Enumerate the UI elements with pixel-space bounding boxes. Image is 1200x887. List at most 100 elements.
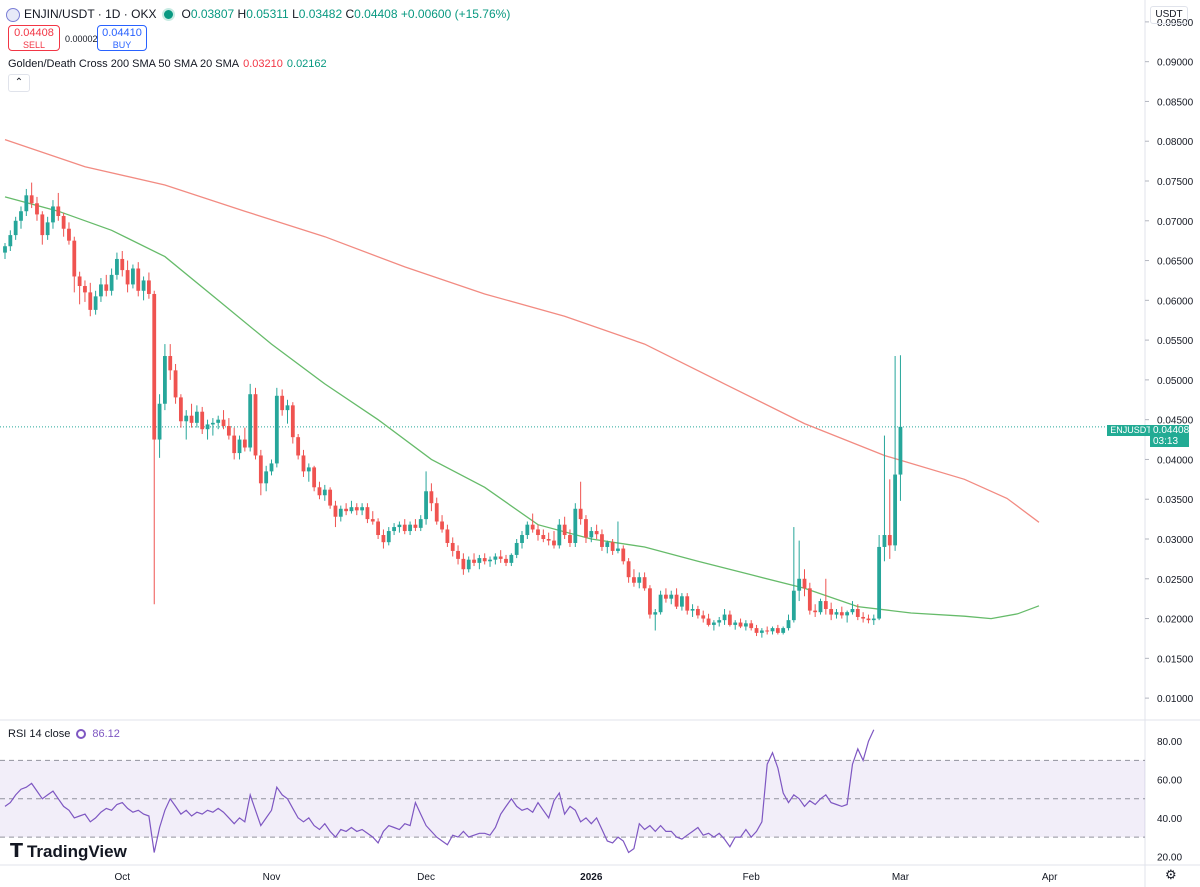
open-label: O [181, 7, 191, 21]
collapse-legend-button[interactable]: ⌃ [8, 74, 30, 92]
candle-body [861, 616, 866, 619]
candle [221, 410, 226, 430]
candle-body [536, 529, 540, 536]
candle-body [210, 422, 215, 425]
gear-icon[interactable]: ⚙ [1165, 867, 1177, 882]
candle-body [727, 614, 732, 625]
candle [882, 435, 887, 562]
candle [504, 554, 508, 567]
candle-body [584, 519, 588, 538]
close-label: C [345, 7, 355, 21]
candle [818, 598, 823, 615]
candle-body [802, 578, 807, 589]
candle [845, 610, 850, 623]
candle-body [397, 524, 402, 528]
candle [797, 540, 802, 602]
buy-button[interactable]: 0.04410 BUY [97, 25, 147, 51]
candle [568, 529, 572, 547]
candle-body [845, 612, 850, 616]
candle [408, 521, 412, 536]
candle-body [221, 419, 226, 427]
candle [759, 628, 764, 638]
candle [210, 418, 215, 436]
candle [706, 613, 711, 627]
candle-body [344, 508, 349, 512]
candle [296, 433, 301, 460]
candle [370, 511, 375, 525]
candle-body [882, 535, 887, 547]
candle-body [290, 405, 295, 438]
price-tick-label: 0.05500 [1157, 336, 1194, 347]
rsi-legend[interactable]: RSI 14 close 86.12 [8, 728, 120, 740]
candle-body [456, 550, 460, 559]
candle-body [317, 487, 322, 496]
candle-body [258, 455, 263, 484]
sell-button[interactable]: 0.04408 SELL [8, 25, 60, 51]
candle [376, 518, 380, 539]
tradingview-logo[interactable]: 𝗧 TradingView [10, 840, 127, 863]
candle-body [642, 577, 647, 589]
candle-body [450, 542, 455, 551]
candle-body [504, 558, 508, 563]
time-axis-label: Mar [892, 872, 910, 883]
candle [861, 612, 866, 623]
candle-body [797, 578, 802, 591]
candle [136, 262, 141, 297]
candle-body [248, 394, 253, 448]
candle [450, 537, 455, 557]
candle [40, 211, 45, 245]
currency-unit-button[interactable]: USDT [1150, 6, 1188, 24]
close-value: 0.04408 [354, 7, 398, 21]
candle-body [701, 615, 706, 619]
candle-body [8, 235, 13, 247]
candle-body [818, 601, 823, 613]
candle-body [552, 540, 556, 546]
candle-body [546, 539, 551, 541]
candle [104, 274, 109, 297]
indicator-legend[interactable]: Golden/Death Cross 200 SMA 50 SMA 20 SMA… [8, 58, 327, 70]
last-price-symbol: ENJUSDT [1107, 425, 1155, 436]
sell-price: 0.04408 [14, 27, 54, 39]
candle-body [589, 531, 594, 538]
candle-body [328, 489, 333, 506]
candle [354, 503, 359, 516]
candle [19, 206, 23, 229]
candle-body [482, 558, 487, 562]
candle [626, 558, 631, 583]
time-axis-label: Dec [417, 872, 435, 883]
candle [56, 192, 61, 221]
candle [397, 521, 402, 533]
symbol-title[interactable]: ENJIN/USDT · 1D · OKX [24, 7, 157, 21]
candle [163, 344, 167, 411]
candle [93, 290, 98, 315]
sma50-value: 0.02162 [286, 58, 327, 70]
candle [242, 427, 247, 452]
enjin-coin-icon [6, 7, 20, 22]
candle [610, 539, 615, 555]
candle [525, 521, 530, 539]
candle [616, 521, 620, 554]
candle-body [173, 370, 178, 398]
time-axis-label: Feb [743, 872, 761, 883]
candle [855, 604, 860, 621]
candle-body [125, 270, 130, 285]
candle-body [376, 521, 380, 536]
candle-body [408, 524, 412, 532]
candle [546, 532, 551, 546]
rsi-line [4, 729, 875, 854]
candle-body [472, 559, 476, 563]
candle [344, 503, 349, 516]
candle-body [312, 467, 317, 488]
rsi-pane [0, 759, 1145, 838]
candle-body [264, 471, 269, 484]
candle [770, 626, 775, 635]
candle [802, 569, 807, 597]
candle [322, 484, 327, 501]
candle [791, 527, 796, 623]
candle [349, 500, 354, 514]
candle-body [216, 419, 221, 423]
candle-body [322, 489, 327, 496]
candle-body [509, 554, 514, 563]
candle [51, 200, 55, 229]
